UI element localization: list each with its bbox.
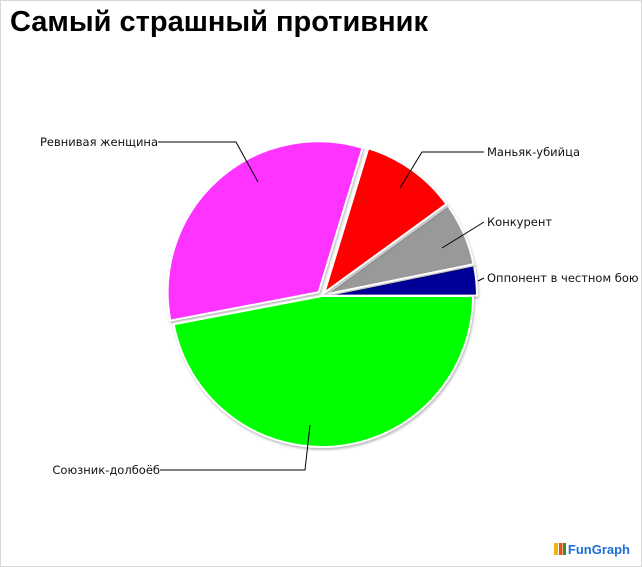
slice-label: Союзник-долбоёб	[52, 463, 160, 477]
pie-slice	[325, 264, 478, 297]
bars-icon	[553, 543, 566, 555]
leader-line	[160, 424, 311, 471]
pie-slice	[166, 140, 364, 322]
slice-label: Маньяк-убийца	[487, 145, 580, 159]
logo-text: FunGraph	[567, 542, 630, 557]
leader-line	[477, 277, 485, 282]
pie-slice	[325, 204, 475, 296]
fungraph-logo: FunGraph	[553, 542, 630, 557]
chart-title: Самый страшный противник	[10, 6, 428, 38]
leader-line	[399, 151, 484, 189]
slice-label: Оппонент в честном бою	[487, 271, 639, 285]
leader-line	[441, 221, 485, 249]
slice-label: Ревнивая женщина	[40, 135, 158, 149]
pie-slice	[172, 295, 475, 448]
pie-slice	[322, 147, 448, 296]
leader-line	[158, 141, 259, 183]
slice-label: Конкурент	[487, 215, 552, 229]
